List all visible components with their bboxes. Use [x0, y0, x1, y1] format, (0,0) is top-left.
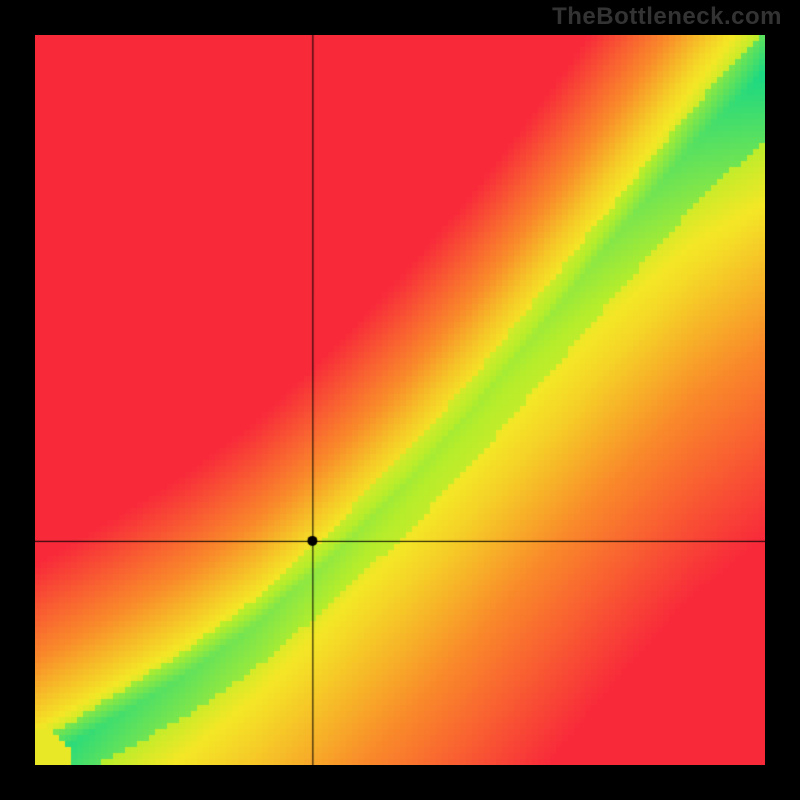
- figure-container: TheBottleneck.com: [0, 0, 800, 800]
- heatmap-canvas: [35, 35, 765, 765]
- watermark-text: TheBottleneck.com: [552, 3, 782, 31]
- heatmap-plot: [35, 35, 765, 765]
